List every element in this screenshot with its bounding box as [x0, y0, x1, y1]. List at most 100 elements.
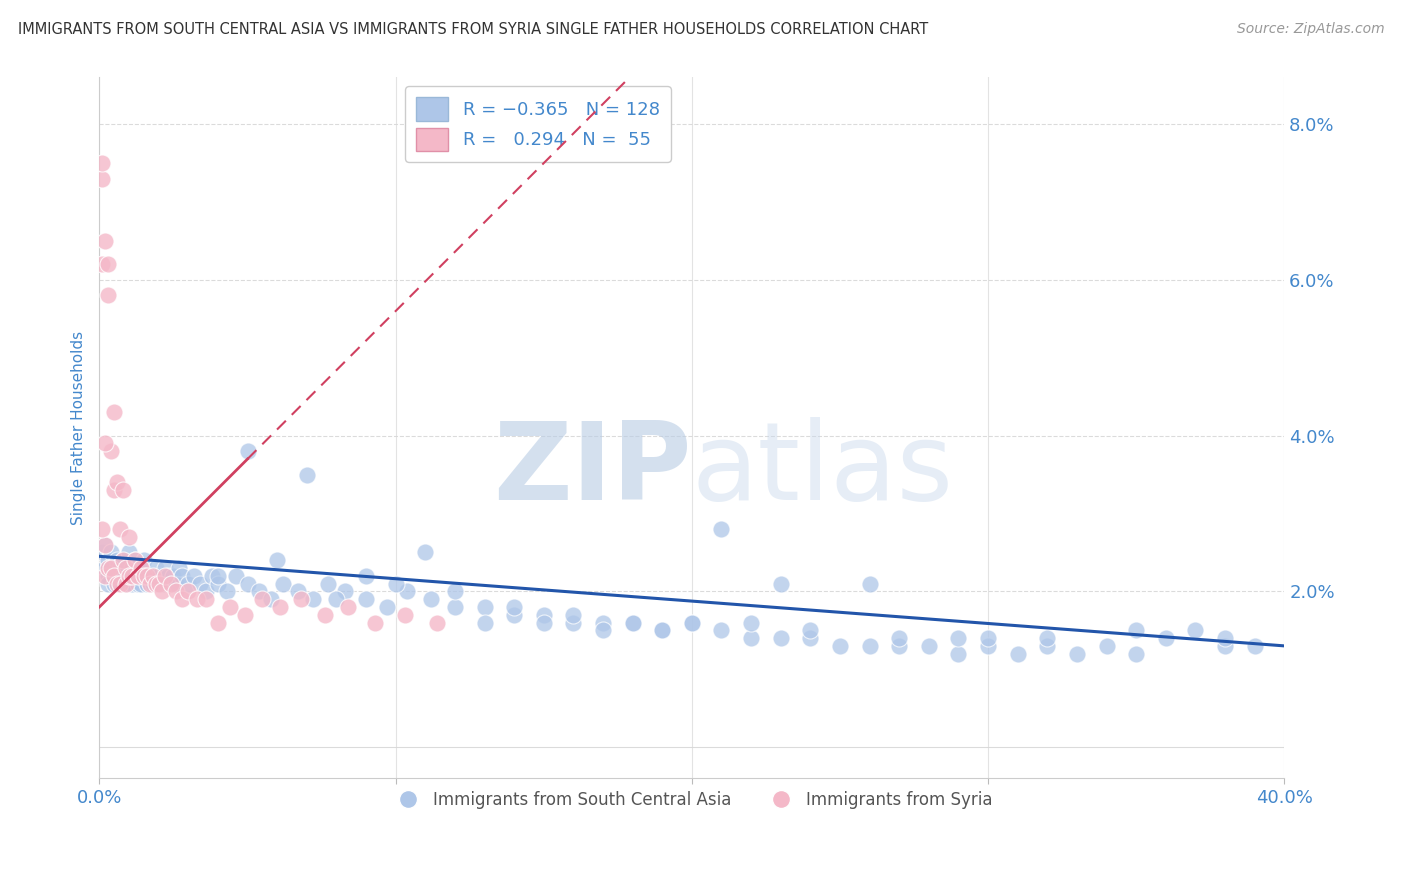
Point [162, 569, 184, 583]
Point [135, 569, 157, 583]
Text: ZIP: ZIP [494, 417, 692, 523]
Point [108, 576, 131, 591]
Point [91, 522, 114, 536]
Point [103, 569, 125, 583]
Point [129, 561, 152, 575]
Point [172, 592, 194, 607]
Point [1095, 639, 1118, 653]
Point [97, 561, 120, 575]
Point [108, 569, 131, 583]
Text: IMMIGRANTS FROM SOUTH CENTRAL ASIA VS IMMIGRANTS FROM SYRIA SINGLE FATHER HOUSEH: IMMIGRANTS FROM SOUTH CENTRAL ASIA VS IM… [18, 22, 928, 37]
Point [651, 624, 673, 638]
Point [105, 576, 128, 591]
Point [474, 615, 496, 630]
Point [710, 522, 733, 536]
Point [112, 483, 135, 497]
Point [977, 631, 1000, 645]
Point [1213, 631, 1236, 645]
Point [177, 576, 200, 591]
Point [948, 631, 970, 645]
Point [159, 576, 181, 591]
Point [354, 569, 377, 583]
Point [503, 599, 526, 614]
Point [799, 624, 821, 638]
Point [260, 592, 283, 607]
Point [828, 639, 851, 653]
Point [271, 576, 294, 591]
Text: Source: ZipAtlas.com: Source: ZipAtlas.com [1237, 22, 1385, 37]
Point [225, 569, 247, 583]
Point [115, 576, 138, 591]
Point [121, 576, 143, 591]
Point [1036, 639, 1059, 653]
Point [177, 584, 200, 599]
Point [115, 561, 138, 575]
Point [375, 599, 398, 614]
Point [118, 569, 141, 583]
Point [91, 156, 114, 170]
Point [132, 569, 155, 583]
Point [112, 569, 135, 583]
Point [354, 592, 377, 607]
Point [91, 545, 114, 559]
Point [215, 584, 238, 599]
Point [112, 553, 135, 567]
Point [145, 561, 167, 575]
Point [129, 576, 152, 591]
Point [118, 569, 141, 583]
Point [384, 576, 406, 591]
Point [97, 257, 120, 271]
Point [266, 553, 288, 567]
Point [127, 569, 149, 583]
Point [207, 569, 229, 583]
Point [108, 561, 131, 575]
Point [188, 576, 211, 591]
Point [681, 615, 703, 630]
Point [118, 530, 141, 544]
Point [710, 624, 733, 638]
Point [112, 553, 135, 567]
Point [156, 569, 179, 583]
Point [337, 599, 360, 614]
Point [1007, 647, 1029, 661]
Point [183, 569, 205, 583]
Point [97, 288, 120, 302]
Point [103, 483, 125, 497]
Point [103, 405, 125, 419]
Point [153, 561, 176, 575]
Point [115, 576, 138, 591]
Point [651, 624, 673, 638]
Point [858, 639, 880, 653]
Point [100, 561, 122, 575]
Point [918, 639, 941, 653]
Point [139, 569, 162, 583]
Point [474, 599, 496, 614]
Point [1125, 624, 1147, 638]
Point [195, 584, 218, 599]
Point [533, 607, 555, 622]
Point [186, 592, 208, 607]
Point [201, 569, 224, 583]
Point [889, 639, 911, 653]
Point [132, 553, 155, 567]
Point [1154, 631, 1177, 645]
Point [165, 584, 187, 599]
Point [148, 569, 170, 583]
Point [129, 561, 152, 575]
Point [94, 234, 117, 248]
Point [977, 639, 1000, 653]
Point [301, 592, 323, 607]
Point [103, 569, 125, 583]
Point [127, 576, 149, 591]
Point [97, 576, 120, 591]
Point [153, 569, 176, 583]
Point [413, 545, 436, 559]
Point [105, 561, 128, 575]
Point [889, 631, 911, 645]
Point [335, 584, 357, 599]
Point [97, 569, 120, 583]
Point [159, 576, 181, 591]
Point [172, 569, 194, 583]
Point [118, 545, 141, 559]
Point [169, 561, 191, 575]
